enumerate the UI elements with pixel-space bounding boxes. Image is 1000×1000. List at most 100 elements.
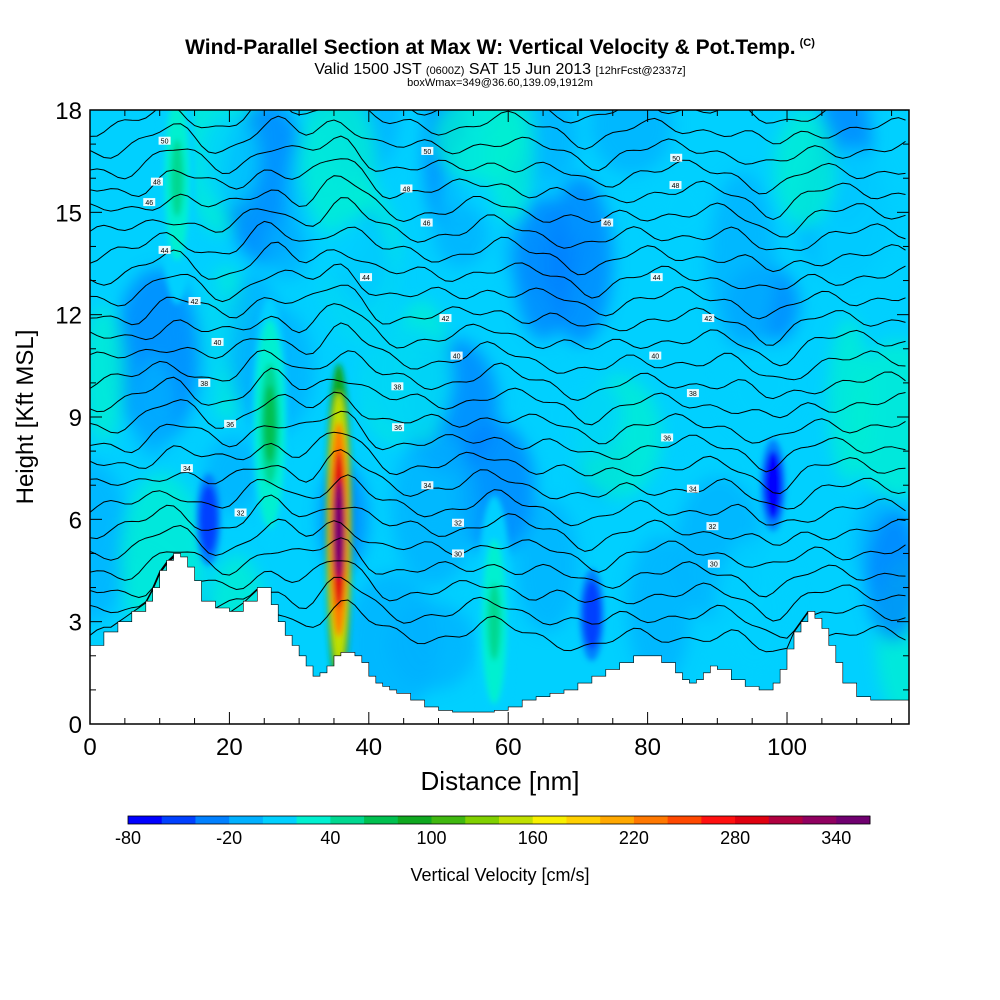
field-blobs [90,110,909,721]
velocity-field [90,110,909,724]
theta-contour-label: 44 [158,245,171,255]
theta-label-text: 46 [423,221,431,228]
theta-label-bg [143,198,156,207]
theta-label-bg [224,419,237,428]
colorbar-tick-label: 220 [619,828,649,848]
theta-contour-label: 36 [392,423,405,432]
theta-label-text: 50 [161,139,169,146]
colorbar-swatch [161,816,196,824]
theta-label-text: 32 [709,524,717,531]
theta-contour-label: 48 [400,184,413,193]
theta-contour-label: 46 [601,218,614,228]
theta-label-bg [702,314,715,323]
y-tick-label: 0 [69,712,82,739]
theta-contour-label: 42 [439,314,452,323]
theta-contour-line [90,115,906,172]
theta-label-text: 50 [672,156,680,163]
field-patch [773,110,837,228]
colorbar-swatch [566,816,601,824]
downdraft-cell [766,462,780,509]
theta-label-text: 32 [237,511,245,518]
colorbar-label: Vertical Velocity [cm/s] [410,865,589,885]
theta-contour-line [90,494,906,552]
field-patch [546,176,613,344]
theta-label-bg [661,433,674,442]
chart-subtitle: Valid 1500 JST (0600Z) SAT 15 Jun 2013 [… [314,61,686,78]
theta-contour-label: 38 [686,389,699,398]
theta-contour-line [90,220,906,276]
field-patch [265,217,310,280]
updraft-cell [263,385,277,463]
theta-label-text: 38 [200,381,208,388]
theta-contour-label: 40 [649,351,662,361]
theta-contour-label: 32 [234,508,247,518]
colorbar-swatch [600,816,635,824]
theta-contour-label: 42 [702,314,715,323]
colorbar-swatch [499,816,534,824]
terrain [90,553,909,724]
theta-contour-line [90,175,906,238]
field-patch [534,371,623,460]
theta-contour-label: 44 [650,273,663,282]
plot-area: 50 50 50 48 48 48 46 46 46 44 44 44 42 42 42 40 40 40 38 38… [90,110,909,724]
x-tick-label: 60 [495,734,522,761]
field-patch [866,512,909,643]
theta-contour-label: 38 [198,378,211,388]
colorbar-swatch [330,816,365,824]
theta-label-text: 40 [651,354,659,361]
colorbar-tick-label: -80 [115,828,141,848]
colorbar-swatch [701,816,736,824]
y-tick-label: 12 [55,303,82,330]
theta-label-bg [601,218,614,227]
colorbar-swatch [735,816,770,824]
theta-label-text: 40 [453,354,461,361]
updraft-cell [487,582,501,661]
theta-contour-line [90,135,906,195]
theta-contour-label: 42 [188,297,201,306]
colorbar-swatch [397,816,433,824]
colorbar-swatch [195,816,230,824]
theta-contour-labels: 50 50 50 48 48 48 46 46 46 44 44 44 42 42 42 40 40 40 38 38… [143,136,720,569]
theta-label-text: 42 [442,316,450,323]
updraft-cell [333,479,344,580]
colorbar-swatch [229,816,264,824]
theta-label-bg [450,351,463,360]
theta-contour-line [90,554,906,622]
theta-label-text: 36 [394,425,402,432]
theta-label-bg [158,136,171,145]
theta-label-text: 44 [653,275,661,282]
colorbar-swatch [262,816,298,824]
theta-contour-label: 34 [686,484,699,494]
theta-label-text: 44 [161,248,169,255]
field-patch [589,110,673,175]
x-tick-label: 80 [634,734,661,761]
y-axis-label: Height [Kft MSL] [12,330,39,505]
theta-label-text: 30 [710,562,718,569]
colorbar-frame [127,815,871,825]
theta-contour-label: 40 [211,337,224,347]
theta-label-bg [360,273,373,282]
theta-contour-label: 40 [450,351,463,361]
field-patch [90,306,125,443]
x-tick-label: 100 [767,734,807,761]
theta-label-text: 48 [403,186,411,193]
theta-label-bg [392,423,405,432]
theta-contour-label: 34 [180,464,193,473]
field-patch [199,111,259,209]
theta-label-text: 40 [214,340,222,347]
cell-layer [159,110,786,724]
theta-contour-line [90,537,906,598]
theta-label-bg [211,337,224,346]
field-patch [362,325,453,436]
field-patch [90,460,130,623]
colorbar: -80 -20 40 100 160 220 280 340 [115,815,871,848]
theta-label-bg [400,184,413,193]
colorbar-swatch [364,816,399,824]
theta-label-text: 34 [689,487,697,494]
field-patch [203,436,263,514]
theta-label-bg [180,464,193,473]
colorbar-tick-label: 280 [720,828,750,848]
colorbar-tick-label: 340 [821,828,851,848]
